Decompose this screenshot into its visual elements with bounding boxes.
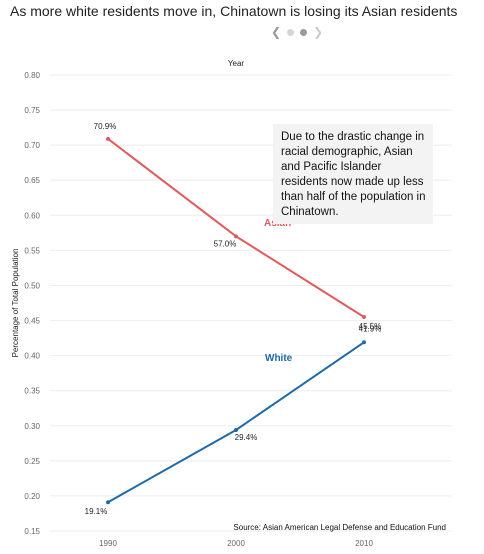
- y-tick-label: 0.50: [24, 281, 40, 290]
- x-axis-title: Year: [228, 59, 245, 68]
- data-point: [362, 340, 366, 345]
- data-point: [106, 500, 110, 505]
- chevron-right-icon[interactable]: ❯: [313, 25, 324, 39]
- pager: ❮ ❯: [271, 26, 323, 38]
- series-label-white: White: [265, 353, 293, 364]
- chevron-left-icon[interactable]: ❮: [271, 25, 282, 39]
- y-tick-label: 0.65: [24, 176, 40, 185]
- data-label: 19.1%: [85, 507, 108, 516]
- source-note: Source: Asian American Legal Defense and…: [233, 523, 446, 532]
- data-point: [234, 234, 238, 239]
- x-tick-label: 2010: [355, 539, 373, 548]
- y-axis-title: Percentage of Total Population: [11, 249, 20, 358]
- pager-dot-2[interactable]: [300, 28, 308, 36]
- y-tick-label: 0.60: [24, 211, 40, 220]
- y-tick-label: 0.55: [24, 246, 40, 255]
- y-tick-label: 0.30: [24, 422, 40, 431]
- y-tick-label: 0.45: [24, 317, 40, 326]
- data-label: 29.4%: [235, 433, 258, 442]
- x-tick-label: 1990: [99, 539, 117, 548]
- data-label: 70.9%: [94, 122, 117, 131]
- data-point: [234, 427, 238, 432]
- y-tick-label: 0.75: [24, 106, 40, 115]
- pager-dot-1[interactable]: [287, 28, 295, 36]
- y-tick-label: 0.15: [24, 527, 40, 536]
- y-tick-label: 0.40: [24, 352, 40, 361]
- data-point: [362, 315, 366, 320]
- data-label: 45.5%: [359, 322, 382, 331]
- data-label: 41.9%: [359, 324, 382, 333]
- y-tick-label: 0.25: [24, 457, 40, 466]
- data-label: 57.0%: [214, 239, 237, 248]
- y-tick-label: 0.35: [24, 387, 40, 396]
- annotation-box: Due to the drastic change in racial demo…: [273, 124, 433, 224]
- series-line-white: [107, 341, 365, 504]
- y-tick-label: 0.20: [24, 492, 40, 501]
- chart-title: As more white residents move in, Chinato…: [10, 3, 458, 19]
- y-tick-label: 0.80: [24, 71, 40, 80]
- data-point: [106, 136, 110, 141]
- x-tick-label: 2000: [227, 539, 245, 548]
- y-tick-label: 0.70: [24, 141, 40, 150]
